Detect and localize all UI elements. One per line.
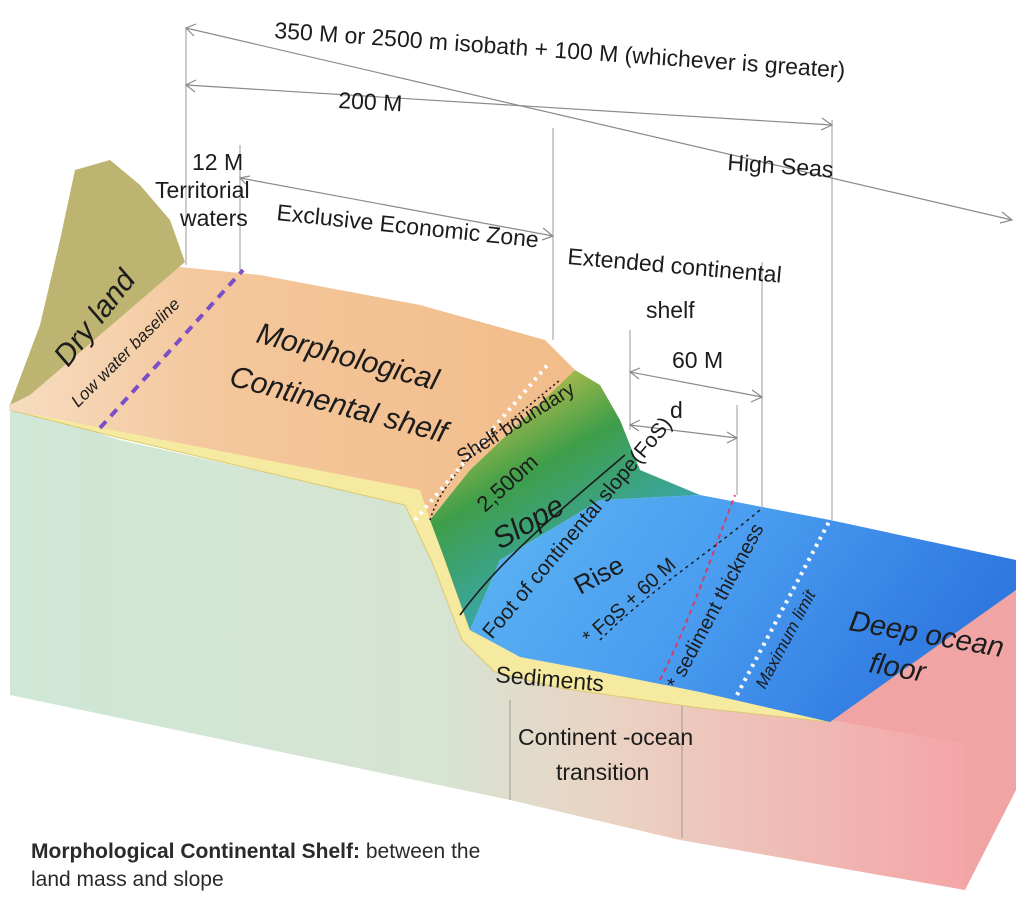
dry-land bbox=[10, 160, 185, 405]
territorial-limit-label: 12 M bbox=[192, 149, 243, 175]
shelf-boundary-line bbox=[413, 360, 552, 522]
cot-label-line1: Continent -ocean bbox=[518, 724, 693, 750]
territorial-label-line2: waters bbox=[179, 205, 248, 231]
caption-text: between the land mass and slope bbox=[31, 840, 481, 891]
cot-label-line2: transition bbox=[556, 759, 649, 785]
low-water-baseline-line bbox=[98, 268, 245, 430]
continental-slope bbox=[430, 370, 700, 630]
extended-shelf-label-line2: shelf bbox=[646, 297, 695, 323]
territorial-label-line1: Territorial bbox=[155, 177, 250, 203]
eez-limit-label: 200 M bbox=[338, 87, 403, 116]
extended-shelf-label-line1: Extended continental bbox=[567, 243, 783, 288]
top-limit-label: 350 M or 2500 m isobath + 100 M (whichev… bbox=[274, 17, 847, 83]
deep-ocean-surface bbox=[470, 495, 1016, 722]
maximum-limit-line bbox=[735, 519, 832, 696]
block-end-face bbox=[830, 585, 1016, 890]
extension-lines bbox=[185, 28, 833, 520]
high-seas-label: High Seas bbox=[727, 149, 835, 182]
isobath-line bbox=[429, 379, 561, 521]
continental-shelf-surface bbox=[10, 265, 575, 520]
sediment-thickness-line bbox=[659, 494, 736, 681]
fos-line bbox=[459, 454, 626, 616]
dimension-arrows bbox=[184, 23, 1014, 444]
sixty-m-label: 60 M bbox=[672, 347, 723, 373]
block-side-face bbox=[10, 405, 965, 890]
fos-60-line bbox=[599, 509, 761, 641]
caption-bold: Morphological Continental Shelf: bbox=[31, 840, 360, 863]
figure-caption: Morphological Continental Shelf: between… bbox=[31, 838, 501, 894]
d-label: d bbox=[670, 397, 683, 423]
eez-label: Exclusive Economic Zone bbox=[275, 199, 540, 252]
